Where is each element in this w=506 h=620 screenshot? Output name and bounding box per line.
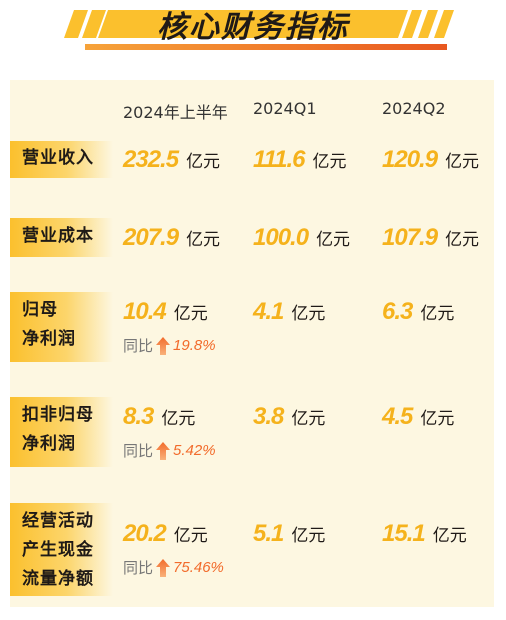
value-operating-cash-flow-q2: 15.1 亿元 bbox=[382, 520, 467, 548]
value-unit: 亿元 bbox=[291, 526, 326, 546]
value-deducted-profit-h1: 8.3 亿元 bbox=[123, 403, 195, 431]
value-unit: 亿元 bbox=[291, 409, 326, 429]
value-number: 232.5 bbox=[123, 146, 179, 173]
value-number: 3.8 bbox=[253, 403, 284, 430]
value-cost-q2: 107.9 亿元 bbox=[382, 224, 479, 252]
value-number: 207.9 bbox=[123, 224, 179, 251]
value-unit: 亿元 bbox=[186, 152, 221, 172]
value-unit: 亿元 bbox=[432, 526, 467, 546]
page-title: 核心财务指标 bbox=[157, 10, 349, 45]
arrow-up-icon bbox=[156, 558, 171, 577]
value-number: 10.4 bbox=[123, 298, 167, 325]
value-number: 4.5 bbox=[382, 403, 413, 430]
value-number: 4.1 bbox=[253, 298, 284, 325]
yoy-deducted-profit: 同比 5.42% bbox=[123, 440, 216, 461]
value-unit: 亿元 bbox=[445, 230, 480, 250]
row-label-net-profit: 归母 净利润 bbox=[22, 296, 76, 354]
row-tab-operating-cash-flow bbox=[10, 503, 113, 596]
row-label-line: 营业收入 bbox=[22, 148, 94, 168]
value-unit: 亿元 bbox=[173, 526, 208, 546]
yoy-label: 同比 bbox=[123, 442, 154, 460]
yoy-value: 75.46% bbox=[173, 559, 224, 576]
value-net-profit-q2: 6.3 亿元 bbox=[382, 298, 454, 326]
row-label-revenue: 营业收入 bbox=[22, 144, 94, 173]
value-net-profit-q1: 4.1 亿元 bbox=[253, 298, 325, 326]
value-number: 107.9 bbox=[382, 224, 438, 251]
row-label-line: 营业成本 bbox=[22, 226, 94, 246]
value-deducted-profit-q2: 4.5 亿元 bbox=[382, 403, 454, 431]
value-number: 6.3 bbox=[382, 298, 413, 325]
yoy-value: 19.8% bbox=[173, 337, 216, 354]
row-label-cost: 营业成本 bbox=[22, 222, 94, 251]
value-number: 15.1 bbox=[382, 520, 426, 547]
value-operating-cash-flow-h1: 20.2 亿元 bbox=[123, 520, 208, 548]
value-revenue-h1: 232.5 亿元 bbox=[123, 146, 220, 174]
value-number: 120.9 bbox=[382, 146, 438, 173]
row-label-operating-cash-flow: 经营活动 产生现金 流量净额 bbox=[22, 507, 94, 594]
value-unit: 亿元 bbox=[173, 304, 208, 324]
value-deducted-profit-q1: 3.8 亿元 bbox=[253, 403, 325, 431]
row-tab-revenue bbox=[10, 141, 113, 178]
value-cost-q1: 100.0 亿元 bbox=[253, 224, 350, 252]
row-tab-cost bbox=[10, 218, 113, 257]
row-label-line: 净利润 bbox=[22, 434, 76, 454]
value-cost-h1: 207.9 亿元 bbox=[123, 224, 220, 252]
column-header-q2: 2024Q2 bbox=[382, 99, 446, 118]
value-revenue-q1: 111.6 亿元 bbox=[253, 146, 347, 174]
value-unit: 亿元 bbox=[291, 304, 326, 324]
yoy-operating-cash-flow: 同比 75.46% bbox=[123, 557, 224, 578]
value-unit: 亿元 bbox=[316, 230, 351, 250]
column-header-q1: 2024Q1 bbox=[253, 99, 317, 118]
row-label-line: 净利润 bbox=[22, 329, 76, 349]
value-number: 20.2 bbox=[123, 520, 167, 547]
value-unit: 亿元 bbox=[420, 409, 455, 429]
row-label-line: 归母 bbox=[22, 300, 58, 320]
row-tab-net-profit bbox=[10, 292, 113, 362]
column-header-h1: 2024年上半年 bbox=[123, 103, 228, 122]
row-label-line: 产生现金 bbox=[22, 540, 94, 560]
value-operating-cash-flow-q1: 5.1 亿元 bbox=[253, 520, 325, 548]
value-number: 8.3 bbox=[123, 403, 154, 430]
value-unit: 亿元 bbox=[445, 152, 480, 172]
value-number: 111.6 bbox=[253, 146, 305, 173]
value-revenue-q2: 120.9 亿元 bbox=[382, 146, 479, 174]
title-banner: 核心财务指标 bbox=[0, 0, 506, 58]
yoy-net-profit: 同比 19.8% bbox=[123, 335, 216, 356]
row-label-line: 经营活动 bbox=[22, 511, 94, 531]
arrow-up-icon bbox=[156, 441, 171, 460]
row-label-line: 流量净额 bbox=[22, 569, 94, 589]
arrow-up-icon bbox=[156, 336, 171, 355]
value-number: 5.1 bbox=[253, 520, 284, 547]
row-label-deducted-profit: 扣非归母 净利润 bbox=[22, 401, 94, 459]
value-net-profit-h1: 10.4 亿元 bbox=[123, 298, 208, 326]
yoy-label: 同比 bbox=[123, 337, 154, 355]
yoy-label: 同比 bbox=[123, 559, 154, 577]
title-stripes-decoration bbox=[64, 10, 454, 38]
row-tab-deducted-profit bbox=[10, 397, 113, 467]
yoy-value: 5.42% bbox=[173, 442, 216, 459]
value-unit: 亿元 bbox=[420, 304, 455, 324]
title-underline bbox=[85, 44, 447, 50]
value-unit: 亿元 bbox=[312, 152, 347, 172]
value-unit: 亿元 bbox=[161, 409, 196, 429]
row-label-line: 扣非归母 bbox=[22, 405, 94, 425]
value-unit: 亿元 bbox=[186, 230, 221, 250]
value-number: 100.0 bbox=[253, 224, 309, 251]
